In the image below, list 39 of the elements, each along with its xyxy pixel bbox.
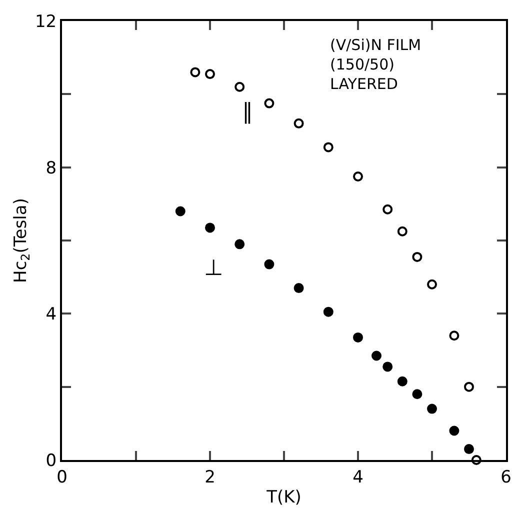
point <box>353 332 363 342</box>
point <box>234 82 245 92</box>
point <box>264 259 274 270</box>
point <box>175 206 186 216</box>
point <box>449 426 460 436</box>
x-tick-label: 6 <box>500 467 512 488</box>
point <box>412 389 422 400</box>
point <box>382 204 393 214</box>
point <box>471 455 482 465</box>
x-tick-label: 4 <box>352 467 364 488</box>
series-label: ⊥ <box>204 256 224 281</box>
point <box>294 283 304 294</box>
point <box>427 404 437 414</box>
point <box>353 171 363 182</box>
point <box>323 306 334 317</box>
point <box>323 142 334 152</box>
x-axis-title: T(K) <box>266 487 302 508</box>
point <box>205 222 215 233</box>
y-tick-label: 12 <box>34 12 57 32</box>
point <box>397 226 408 236</box>
y-tick-label: 4 <box>46 304 57 325</box>
point <box>397 376 408 386</box>
point <box>234 239 245 250</box>
point <box>464 444 474 454</box>
series-label: ∥ <box>242 100 253 125</box>
point <box>382 362 393 372</box>
point <box>190 67 200 78</box>
point <box>412 252 422 262</box>
point <box>294 118 304 128</box>
y-tick-label: 0 <box>46 450 57 471</box>
point <box>449 330 460 341</box>
x-tick-label: 2 <box>204 467 216 488</box>
y-tick-label: 8 <box>46 158 57 178</box>
point <box>464 382 474 392</box>
point <box>372 350 382 361</box>
point <box>427 279 437 290</box>
annotation: (V/Si)N FILM (150/50) LAYERED <box>330 36 422 93</box>
point <box>205 69 215 80</box>
point <box>264 98 274 108</box>
